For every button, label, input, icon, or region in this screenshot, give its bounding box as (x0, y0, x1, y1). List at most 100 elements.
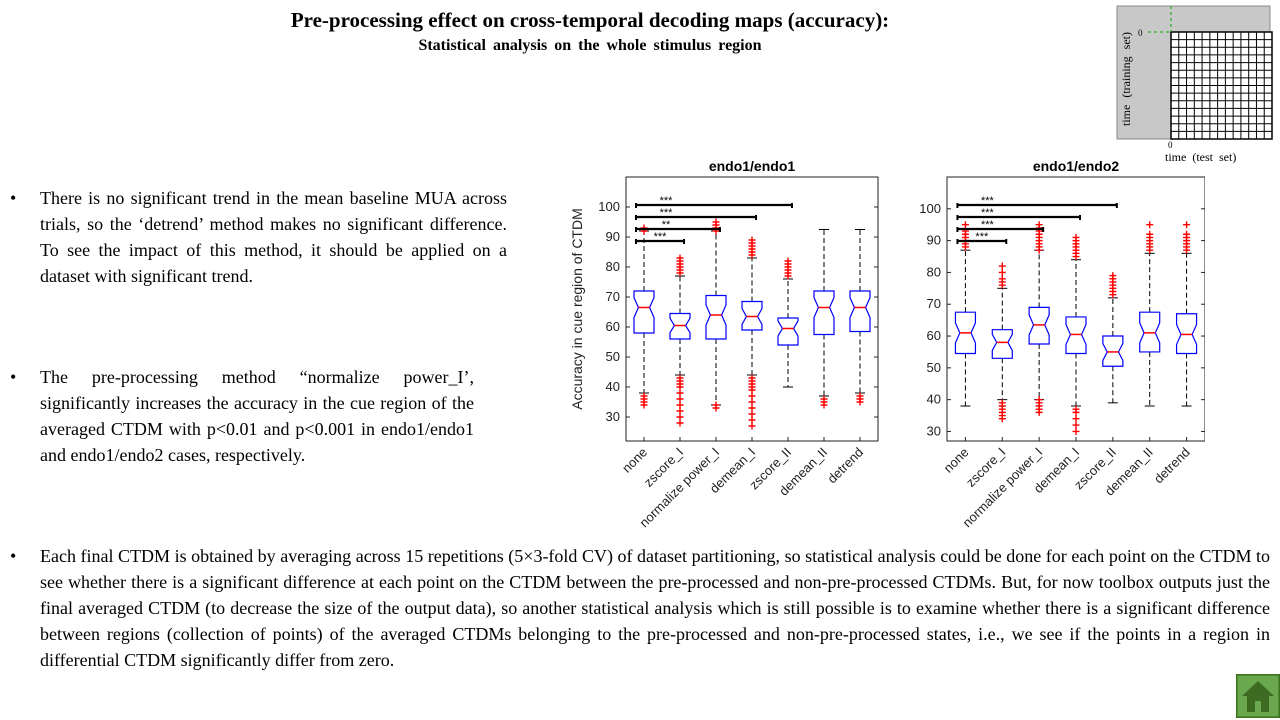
outlier-marker (1183, 221, 1191, 229)
outlier-marker (998, 275, 1006, 283)
chart-title: endo1/endo1 (709, 158, 796, 174)
y-tick-label: 30 (606, 409, 620, 424)
outlier-marker (1183, 230, 1191, 238)
significance-label: *** (660, 195, 674, 207)
outlier-marker (712, 401, 720, 409)
ctdm-inset-diagram: 0 0 time (training set) time (test set) (1116, 5, 1273, 164)
x-tick-label: detrend (824, 445, 866, 487)
chart-title: endo1/endo2 (1033, 158, 1120, 174)
outlier-marker (856, 392, 864, 400)
outlier-marker (748, 404, 756, 412)
inset-zero-x: 0 (1168, 140, 1173, 150)
bullet-symbol: • (10, 546, 17, 566)
y-tick-label: 90 (606, 229, 620, 244)
outlier-marker (676, 407, 684, 415)
outlier-marker (748, 410, 756, 418)
inset-xlabel: time (test set) (1165, 150, 1236, 164)
outlier-marker (748, 416, 756, 424)
outlier-marker (676, 389, 684, 397)
y-tick-label: 30 (927, 423, 941, 438)
outlier-marker (676, 374, 684, 382)
significance-label: *** (660, 207, 674, 219)
outlier-marker (748, 236, 756, 244)
inset-zero-y: 0 (1138, 28, 1143, 38)
outlier-marker (748, 422, 756, 430)
y-tick-label: 60 (927, 328, 941, 343)
y-tick-label: 40 (927, 392, 941, 407)
outlier-marker (998, 268, 1006, 276)
box-normalize-power_I (1028, 306, 1050, 345)
slide-subtitle: Statistical analysis on the whole stimul… (418, 37, 762, 54)
outlier-marker (748, 398, 756, 406)
outlier-marker (676, 395, 684, 403)
y-tick-label: 40 (606, 379, 620, 394)
outlier-marker (748, 392, 756, 400)
outlier-marker (961, 221, 969, 229)
x-tick-label: none (619, 445, 650, 476)
y-tick-label: 100 (598, 199, 620, 214)
bullet-text: The pre-processing method “normalize pow… (40, 367, 474, 465)
outlier-marker (676, 419, 684, 427)
y-tick-label: 70 (927, 296, 941, 311)
box-zscore_II (1102, 335, 1124, 367)
bullet-text: There is no significant trend in the mea… (40, 188, 507, 286)
boxplot-chart-endo1-endo1: endo1/endo1 Accuracy in cue region of CTD… (570, 158, 879, 530)
box-none (633, 290, 655, 334)
y-tick-label: 70 (606, 289, 620, 304)
outlier-marker (640, 392, 648, 400)
bullet-symbol: • (10, 188, 17, 208)
inset-ylabel: time (training set) (1119, 32, 1133, 126)
outlier-marker (1072, 233, 1080, 241)
outlier-marker (998, 262, 1006, 270)
x-tick-label: none (940, 445, 971, 476)
significance-label: *** (981, 219, 995, 231)
outlier-marker (676, 413, 684, 421)
outlier-marker (1035, 396, 1043, 404)
x-tick-label: detrend (1151, 445, 1193, 487)
box-detrend (849, 290, 871, 333)
outlier-marker (820, 395, 828, 403)
box-demean_I (1065, 316, 1087, 355)
box-demean_I (741, 300, 763, 331)
significance-label: *** (975, 231, 989, 243)
significance-label: *** (981, 207, 995, 219)
boxplot-chart-endo1-endo2: endo1/endo230405060708090100nonezscore_I… (919, 158, 1205, 530)
outlier-marker (1146, 230, 1154, 238)
slide-title: Pre-processing effect on cross-temporal … (290, 8, 890, 32)
significance-label: ** (662, 219, 671, 231)
bullet-symbol: • (10, 367, 17, 387)
box-zscore_I (669, 312, 691, 340)
home-icon[interactable] (1236, 674, 1280, 718)
box-zscore_II (777, 317, 799, 346)
outlier-marker (1072, 421, 1080, 429)
outlier-marker (998, 399, 1006, 407)
y-tick-label: 50 (606, 349, 620, 364)
box-none (954, 311, 977, 355)
box-zscore_I (991, 329, 1013, 359)
y-tick-label: 50 (927, 360, 941, 375)
y-tick-label: 60 (606, 319, 620, 334)
significance-label: *** (981, 195, 995, 207)
y-tick-label: 80 (927, 264, 941, 279)
bullet-ctdm-averaging: • Each final CTDM is obtained by averagi… (10, 543, 1270, 673)
outlier-marker (712, 218, 720, 226)
outlier-marker (1072, 405, 1080, 413)
bullet-normalize-power: • The pre-processing method “normalize p… (10, 364, 474, 468)
y-tick-label: 90 (927, 233, 941, 248)
outlier-marker (1146, 221, 1154, 229)
outlier-marker (784, 257, 792, 265)
outlier-marker (1035, 221, 1043, 229)
outlier-marker (1072, 415, 1080, 423)
outlier-marker (1109, 272, 1117, 280)
y-tick-label: 100 (919, 201, 941, 216)
outlier-marker (1072, 427, 1080, 435)
y-tick-label: 80 (606, 259, 620, 274)
box-normalize-power_I (705, 294, 727, 340)
box-demean_II (813, 290, 835, 336)
outlier-marker (676, 401, 684, 409)
box-detrend (1175, 313, 1198, 355)
outlier-marker (676, 254, 684, 262)
significance-label: *** (654, 231, 668, 243)
box-demean_II (1139, 311, 1161, 353)
bullet-text: Each final CTDM is obtained by averaging… (40, 546, 1270, 670)
